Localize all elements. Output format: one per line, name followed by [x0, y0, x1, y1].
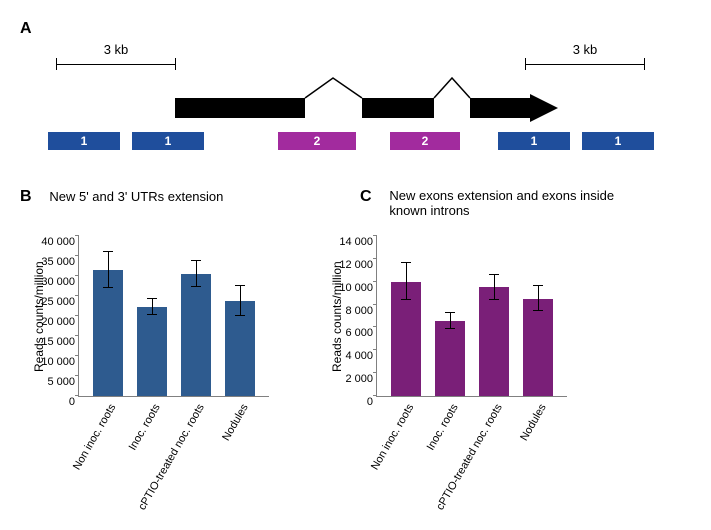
- y-tick-label: 10 000: [41, 356, 79, 368]
- x-tick-label: Inoc. roots: [126, 402, 162, 452]
- panel-a: 3 kb3 kb 112211: [20, 38, 660, 168]
- x-tick-label: Non inoc. roots: [369, 402, 416, 472]
- feature-box: 1: [582, 132, 654, 150]
- bar: [181, 274, 211, 396]
- scale-label: 3 kb: [104, 42, 129, 57]
- exon: [362, 98, 434, 118]
- x-tick-label: Nodules: [518, 402, 549, 443]
- y-axis-label: Reads counts/million: [330, 261, 344, 372]
- panel-c: 0 2 000 4 000 6 000 8 000 10 000 12 000 14 000 N…: [318, 230, 576, 510]
- exon: [175, 98, 305, 118]
- plot-area: 02 0004 0006 0008 00010 00012 00014 000N…: [376, 236, 567, 397]
- scale-label: 3 kb: [573, 42, 598, 57]
- bar-chart-b: 0 5 000 10 000 15 000 20 000 25 000 30 000 35 0…: [20, 230, 278, 510]
- panel-c-label: C: [360, 188, 372, 205]
- bar: [137, 307, 167, 396]
- feature-box: 2: [278, 132, 356, 150]
- figure: A 3 kb3 kb 112211 B New 5' and 3' UTRs e…: [20, 20, 691, 510]
- scale-bar: 3 kb: [525, 50, 645, 78]
- panel-c-title: New exons extension and exons inside kno…: [389, 188, 649, 218]
- y-tick-label: 8 000: [345, 305, 377, 317]
- bar: [523, 299, 553, 396]
- bar-chart-c: 0 2 000 4 000 6 000 8 000 10 000 12 000 14 000 N…: [318, 230, 576, 510]
- y-tick-label: 14 000: [339, 236, 377, 248]
- y-tick-label: 5 000: [47, 376, 79, 388]
- y-tick-label: 4 000: [345, 350, 377, 362]
- y-tick-label: 0: [69, 396, 79, 408]
- y-tick-label: 12 000: [339, 259, 377, 271]
- x-tick-label: Inoc. roots: [424, 402, 460, 452]
- y-tick-label: 40 000: [41, 236, 79, 248]
- feature-box: 1: [498, 132, 570, 150]
- scale-bar: 3 kb: [56, 50, 176, 78]
- feature-box: 1: [132, 132, 204, 150]
- y-axis-label: Reads counts/million: [32, 261, 46, 372]
- exon: [470, 98, 530, 118]
- x-tick-label: Nodules: [220, 402, 251, 443]
- y-tick-label: 20 000: [41, 316, 79, 328]
- y-tick-label: 10 000: [339, 282, 377, 294]
- y-tick-label: 6 000: [345, 327, 377, 339]
- y-tick-label: 25 000: [41, 296, 79, 308]
- panel-b: 0 5 000 10 000 15 000 20 000 25 000 30 000 35 0…: [20, 230, 278, 510]
- y-tick-label: 2 000: [345, 373, 377, 385]
- y-tick-label: 35 000: [41, 256, 79, 268]
- panel-b-title: New 5' and 3' UTRs extension: [49, 189, 223, 204]
- bar: [93, 270, 123, 396]
- plot-area: 05 00010 00015 00020 00025 00030 00035 0…: [78, 236, 269, 397]
- y-tick-label: 30 000: [41, 276, 79, 288]
- y-tick-label: 15 000: [41, 336, 79, 348]
- feature-box: 1: [48, 132, 120, 150]
- panel-b-label: B: [20, 188, 32, 205]
- bar: [479, 287, 509, 396]
- x-tick-label: Non inoc. roots: [71, 402, 118, 472]
- bar: [435, 321, 465, 396]
- y-tick-label: 0: [367, 396, 377, 408]
- panel-a-label: A: [20, 20, 691, 38]
- feature-box: 2: [390, 132, 460, 150]
